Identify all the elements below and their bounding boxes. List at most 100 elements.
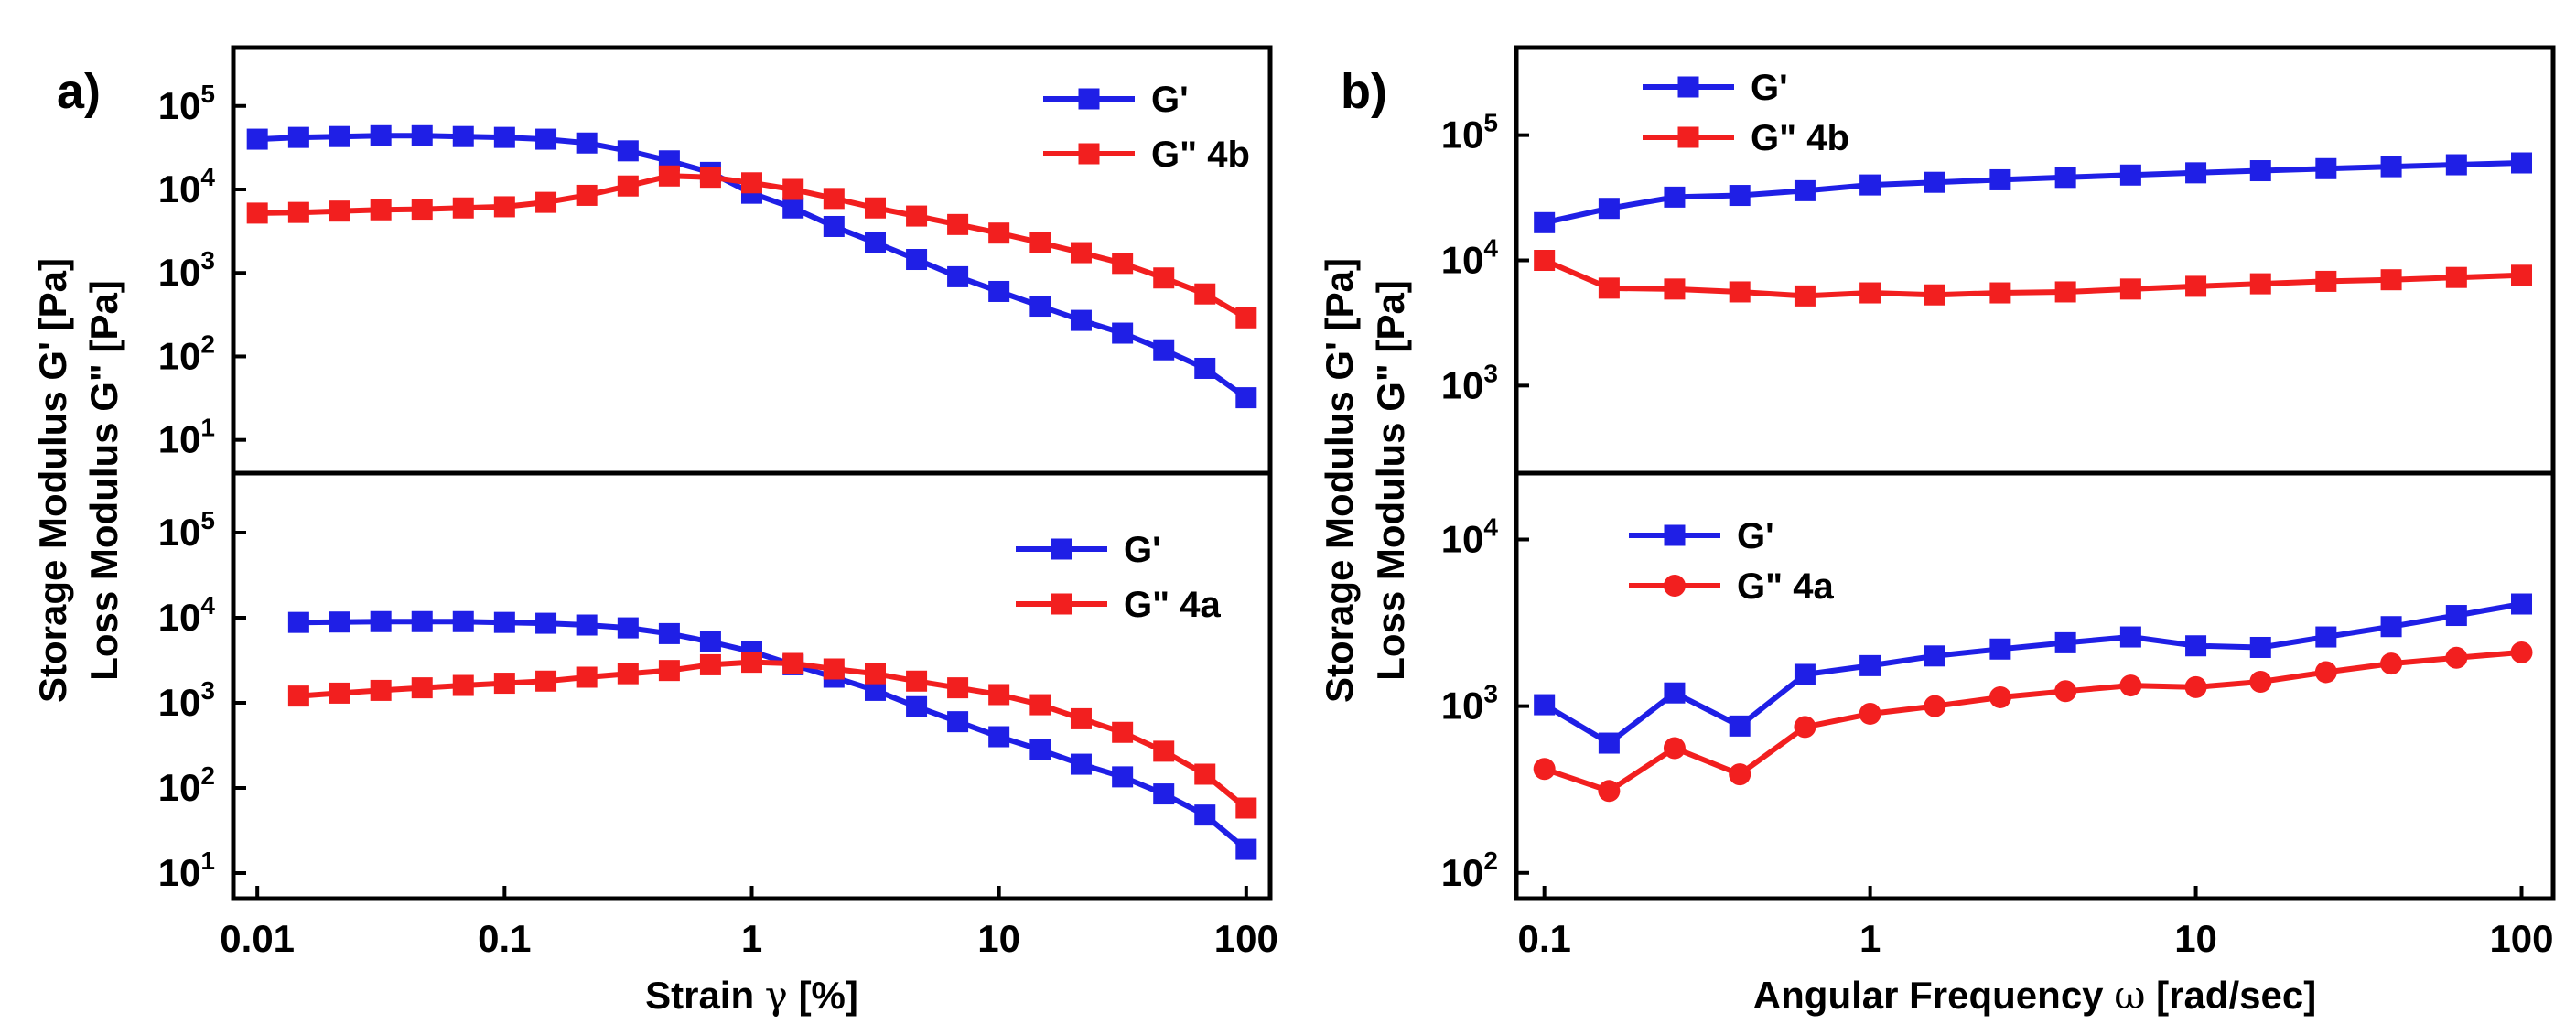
data-point-a_bottom-0-22 xyxy=(1194,804,1216,826)
data-point-b_top-1-13 xyxy=(2380,269,2402,291)
data-point-b_bottom-1-3 xyxy=(1729,763,1751,786)
series-line-b_top-1 xyxy=(1543,257,2522,299)
data-point-b_bottom-1-10 xyxy=(2184,675,2207,698)
data-point-a_top-0-9 xyxy=(617,140,639,162)
data-point-b_bottom-1-6 xyxy=(1924,695,1946,717)
legend-label-b_bottom-0: G' xyxy=(1737,516,1774,556)
data-point-b_bottom-1-12 xyxy=(2314,661,2337,684)
plot-a_top: 101 102 103 104 105 G' G" 4b xyxy=(158,45,1273,476)
data-point-b_top-1-5 xyxy=(1859,282,1881,304)
data-point-a_top-1-6 xyxy=(493,196,515,218)
data-point-b_top-1-0 xyxy=(1534,250,1556,271)
data-point-a_bottom-1-21 xyxy=(1153,740,1175,762)
data-point-a_bottom-0-8 xyxy=(617,617,639,639)
legend-marker-a_top-1 xyxy=(1078,143,1100,165)
data-point-a_bottom-0-19 xyxy=(1070,753,1092,775)
data-point-a_bottom-1-17 xyxy=(988,684,1010,706)
legend-label-b_bottom-1: G" 4a xyxy=(1737,566,1834,607)
data-point-b_bottom-1-9 xyxy=(2119,674,2142,697)
data-point-b_bottom-1-8 xyxy=(2054,680,2077,703)
data-point-a_top-1-11 xyxy=(699,167,721,189)
ylabel-a-storage: Storage Modulus G' [Pa] xyxy=(31,258,74,703)
ytick-label-a_top-3: 104 xyxy=(158,163,216,210)
data-point-a_top-0-18 xyxy=(988,280,1010,302)
data-point-a_bottom-1-9 xyxy=(658,660,680,682)
ytick-label-b_bottom-2: 104 xyxy=(1441,512,1499,560)
data-point-b_top-0-13 xyxy=(2380,156,2402,178)
data-point-b_bottom-0-8 xyxy=(2054,631,2076,653)
xtick-label-b_bottom-0: 0.1 xyxy=(1517,917,1570,960)
ylabel-b-loss: Loss Modulus G" [Pa] xyxy=(1369,280,1412,681)
data-point-a_bottom-1-12 xyxy=(782,652,804,674)
data-point-a_bottom-0-20 xyxy=(1112,766,1134,788)
data-point-b_top-0-3 xyxy=(1729,185,1751,207)
data-point-a_top-0-0 xyxy=(246,128,268,150)
data-point-a_bottom-0-23 xyxy=(1235,838,1257,860)
data-point-a_bottom-0-9 xyxy=(658,622,680,644)
data-point-a_bottom-0-18 xyxy=(1029,739,1051,760)
data-point-a_top-1-23 xyxy=(1194,283,1216,305)
data-point-b_bottom-1-5 xyxy=(1859,702,1881,725)
data-point-b_top-0-1 xyxy=(1598,198,1620,220)
data-point-a_bottom-1-4 xyxy=(452,674,474,696)
data-point-a_top-0-24 xyxy=(1235,387,1257,409)
ytick-label-b_bottom-0: 102 xyxy=(1441,846,1498,894)
data-point-a_bottom-1-15 xyxy=(906,670,928,692)
data-point-b_bottom-0-11 xyxy=(2249,636,2271,658)
data-point-a_top-1-19 xyxy=(1029,232,1051,253)
xtick-label-b_bottom-3: 100 xyxy=(2489,917,2553,960)
data-point-b_top-0-4 xyxy=(1794,179,1816,201)
data-point-b_bottom-0-3 xyxy=(1729,715,1751,737)
ytick-label-a_top-0: 101 xyxy=(158,414,215,461)
data-point-a_bottom-1-6 xyxy=(535,670,557,692)
data-point-a_bottom-1-13 xyxy=(823,658,845,680)
panel-tag-b: b) xyxy=(1341,64,1387,119)
data-point-a_bottom-1-20 xyxy=(1112,721,1134,743)
xtick-label-b_bottom-1: 1 xyxy=(1859,917,1881,960)
data-point-b_top-1-15 xyxy=(2511,264,2533,286)
legend-marker-b_top-1 xyxy=(1677,126,1699,148)
data-point-a_bottom-0-2 xyxy=(370,610,392,632)
data-point-a_top-1-10 xyxy=(658,165,680,187)
ytick-label-a_bottom-2: 103 xyxy=(158,676,215,724)
data-point-a_bottom-1-14 xyxy=(864,663,886,685)
xlabel-b_bottom: Angular Frequency ω [rad/sec] xyxy=(1753,973,2316,1018)
data-point-b_top-1-7 xyxy=(1989,282,2011,304)
data-point-b_bottom-0-5 xyxy=(1859,654,1881,676)
legend-label-a_top-0: G' xyxy=(1151,80,1189,120)
data-point-a_top-1-9 xyxy=(617,175,639,197)
data-point-a_bottom-0-0 xyxy=(287,611,309,633)
data-point-a_top-1-5 xyxy=(452,197,474,219)
data-point-b_bottom-1-0 xyxy=(1533,758,1556,781)
data-point-a_top-0-4 xyxy=(411,124,433,146)
data-point-a_top-1-21 xyxy=(1112,253,1134,275)
data-point-b_bottom-1-15 xyxy=(2510,641,2533,663)
data-point-b_top-0-12 xyxy=(2315,157,2337,179)
legend-marker-a_top-0 xyxy=(1078,88,1100,110)
data-point-a_bottom-0-16 xyxy=(947,711,969,733)
xlabel-a_bottom: Strain γ [%] xyxy=(645,973,858,1018)
data-point-a_top-1-2 xyxy=(329,200,350,222)
xtick-label-a_bottom-4: 100 xyxy=(1214,917,1278,960)
data-point-b_bottom-0-7 xyxy=(1989,638,2011,660)
ytick-label-b_top-1: 104 xyxy=(1441,234,1499,282)
xtick-label-a_bottom-1: 0.1 xyxy=(478,917,531,960)
data-point-b_top-1-10 xyxy=(2185,275,2207,297)
data-point-a_top-1-17 xyxy=(947,213,969,235)
data-point-a_top-0-5 xyxy=(452,125,474,147)
panel-tag-a: a) xyxy=(57,64,101,119)
data-point-b_bottom-1-2 xyxy=(1663,737,1686,760)
data-point-b_top-0-15 xyxy=(2511,152,2533,174)
ytick-label-a_bottom-4: 105 xyxy=(158,506,215,554)
data-point-b_top-0-0 xyxy=(1534,211,1556,233)
data-point-a_bottom-1-23 xyxy=(1235,797,1257,819)
plot-a_bottom: 101 102 103 104 105 0.01 0.1 1 10 100 Strain γ [%]… xyxy=(158,470,1278,1018)
data-point-b_top-0-6 xyxy=(1924,171,1945,193)
plot-b_bottom: 102 103 104 0.1 1 10 100 Angular Frequency ω [r… xyxy=(1441,470,2556,1018)
xtick-label-a_bottom-3: 10 xyxy=(977,917,1020,960)
data-point-b_bottom-1-14 xyxy=(2445,646,2468,669)
data-point-a_bottom-1-8 xyxy=(617,663,639,685)
data-point-a_bottom-1-11 xyxy=(741,652,762,674)
